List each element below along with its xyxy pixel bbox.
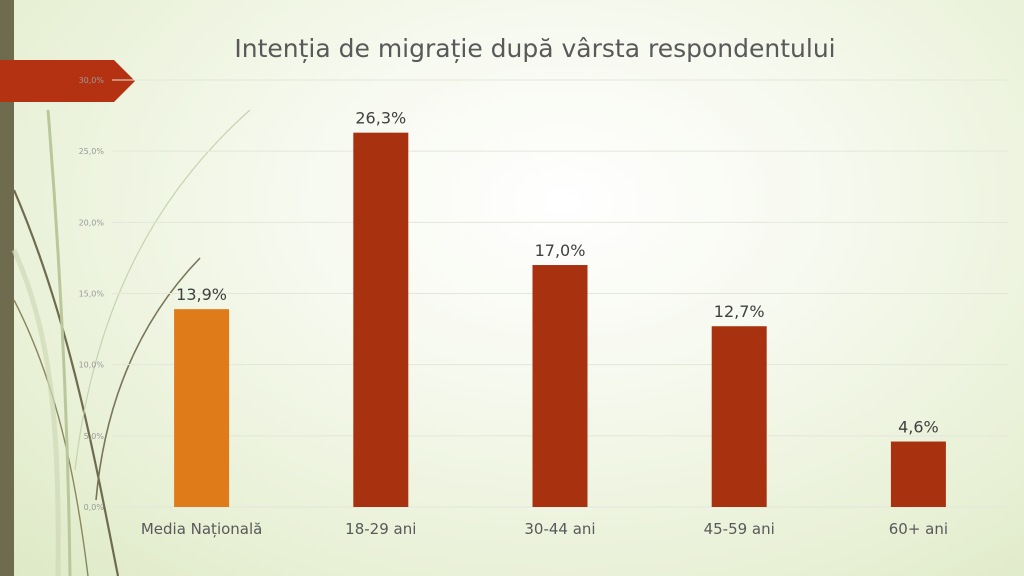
bar-1 (353, 132, 409, 507)
bar-4 (890, 441, 946, 507)
data-label: 4,6% (898, 418, 939, 437)
y-tick-label: 20,0% (79, 218, 105, 227)
data-label: 13,9% (176, 285, 227, 304)
bar-3 (711, 326, 767, 507)
data-label: 26,3% (355, 109, 406, 128)
category-label: 18-29 ani (345, 520, 416, 538)
side-accent-bar (0, 0, 14, 576)
category-label: Media Națională (141, 520, 263, 538)
category-labels: Media Națională 18-29 ani 30-44 ani 45-59 a… (141, 520, 948, 538)
bar-0 (174, 309, 230, 507)
category-label: 30-44 ani (524, 520, 595, 538)
y-tick-label: 25,0% (79, 147, 105, 156)
data-labels: 13,9% 26,3% 17,0% 12,7% 4,6% (176, 109, 939, 437)
y-tick-label: 15,0% (79, 290, 105, 299)
category-label: 45-59 ani (704, 520, 775, 538)
y-tick-label: 10,0% (79, 361, 105, 370)
category-label: 60+ ani (889, 520, 948, 538)
y-tick-label: 0,0% (84, 503, 105, 512)
data-label: 12,7% (714, 302, 765, 321)
bars (174, 132, 946, 507)
y-tick-label: 5,0% (84, 432, 105, 441)
data-label: 17,0% (535, 241, 586, 260)
y-axis-ticks: 0,0% 5,0% 10,0% 15,0% 20,0% 25,0% 30,0% (79, 76, 105, 512)
arrow-tab (0, 60, 135, 102)
y-tick-label: 30,0% (79, 76, 105, 85)
bar-2 (532, 265, 588, 507)
chart-title: Intenția de migrație după vârsta respond… (234, 34, 836, 63)
